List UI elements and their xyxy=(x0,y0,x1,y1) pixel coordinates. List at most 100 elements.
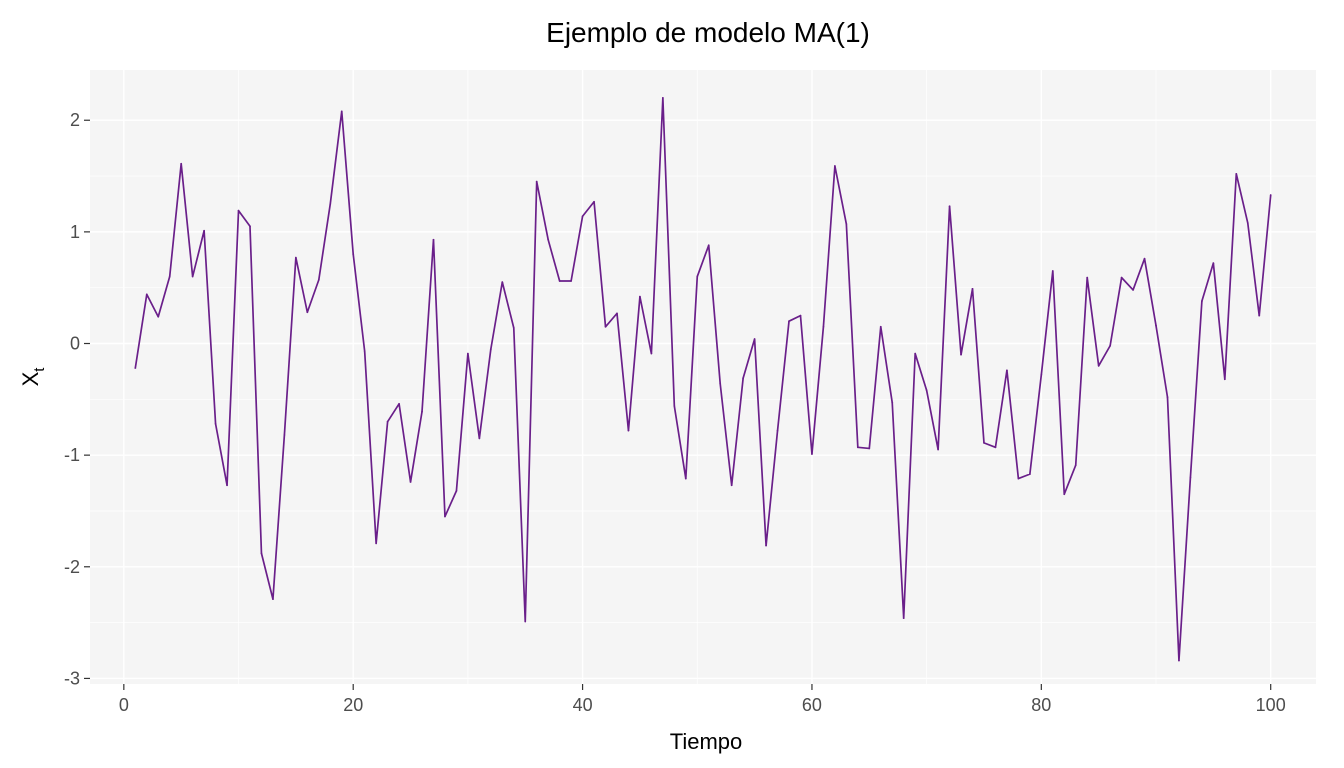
data-point xyxy=(593,200,595,203)
data-point xyxy=(1074,464,1077,467)
data-point xyxy=(1109,344,1111,347)
data-point xyxy=(1269,194,1272,196)
y-tick-label: 2 xyxy=(70,110,80,130)
data-point xyxy=(925,389,928,392)
data-point xyxy=(1120,276,1123,279)
data-point xyxy=(306,311,309,314)
data-point xyxy=(1051,270,1054,272)
data-point xyxy=(180,162,183,165)
data-point xyxy=(765,544,767,547)
data-point xyxy=(249,225,251,228)
data-point xyxy=(1258,314,1261,317)
data-point xyxy=(891,401,894,404)
data-point xyxy=(1040,373,1043,376)
data-point xyxy=(914,352,917,355)
data-point xyxy=(260,552,263,555)
data-point xyxy=(627,429,630,432)
data-point xyxy=(604,325,607,328)
data-point xyxy=(799,314,802,317)
data-point xyxy=(1189,476,1192,479)
data-point xyxy=(1223,378,1226,381)
data-point xyxy=(512,327,515,329)
data-point xyxy=(455,490,458,492)
x-tick-label: 0 xyxy=(119,695,129,715)
x-tick-label: 40 xyxy=(573,695,593,715)
data-point xyxy=(1097,364,1100,367)
data-point xyxy=(547,238,550,241)
data-point xyxy=(524,620,527,623)
data-point xyxy=(960,353,962,356)
data-point xyxy=(145,293,148,296)
y-tick-label: -2 xyxy=(64,557,80,577)
y-axis-title: Xt xyxy=(18,367,48,387)
data-point xyxy=(662,97,664,99)
data-point xyxy=(329,203,332,205)
data-point xyxy=(295,256,297,259)
y-tick-label: 1 xyxy=(70,222,80,242)
y-axis-title-subscript: t xyxy=(31,367,48,372)
data-point xyxy=(168,275,171,278)
data-point xyxy=(1017,477,1020,480)
data-point xyxy=(788,320,790,323)
data-point xyxy=(902,617,905,619)
data-point xyxy=(444,515,446,518)
data-point xyxy=(639,295,641,298)
data-point xyxy=(742,377,744,379)
data-point xyxy=(363,350,366,353)
data-point xyxy=(822,325,825,328)
data-point xyxy=(730,484,733,487)
data-point xyxy=(409,481,412,483)
data-point xyxy=(489,348,492,350)
data-point xyxy=(845,223,848,225)
plot-panel xyxy=(90,70,1316,684)
data-point xyxy=(1201,300,1203,302)
chart-title: Ejemplo de modelo MA(1) xyxy=(546,17,870,48)
series-line xyxy=(134,97,1272,662)
x-tick-label: 20 xyxy=(343,695,363,715)
data-point xyxy=(157,315,160,318)
data-point xyxy=(971,287,974,290)
data-point xyxy=(375,542,377,545)
x-tick-label: 100 xyxy=(1256,695,1286,715)
data-point xyxy=(467,352,469,355)
data-point xyxy=(753,338,756,340)
data-point xyxy=(673,405,676,407)
data-point xyxy=(317,279,320,281)
data-point xyxy=(535,180,538,183)
data-point xyxy=(1235,172,1238,175)
data-point xyxy=(558,280,561,282)
data-point xyxy=(1132,289,1134,291)
y-tick-label: -3 xyxy=(64,668,80,688)
data-point xyxy=(776,429,779,432)
y-axis: -3 -2 -1 0 1 2 xyxy=(64,110,90,688)
x-axis: 0 20 40 60 80 100 xyxy=(119,684,1286,715)
data-point xyxy=(581,215,584,218)
data-point xyxy=(226,484,228,487)
data-point xyxy=(1178,659,1180,662)
data-point xyxy=(237,209,240,212)
data-point xyxy=(1006,369,1008,372)
data-point xyxy=(834,165,836,167)
data-point xyxy=(398,402,400,405)
x-tick-label: 60 xyxy=(802,695,822,715)
data-point xyxy=(1212,262,1215,264)
data-point xyxy=(1029,473,1031,475)
data-point xyxy=(856,446,859,449)
data-point xyxy=(937,448,939,451)
data-point xyxy=(570,280,572,282)
data-point xyxy=(272,598,274,601)
data-point xyxy=(684,477,687,480)
data-point xyxy=(478,437,481,440)
data-point xyxy=(134,367,137,369)
data-point xyxy=(386,420,389,423)
y-axis-title-main: X xyxy=(18,371,43,386)
data-point xyxy=(1143,257,1146,260)
data-point xyxy=(616,312,618,315)
series-layer xyxy=(134,97,1272,662)
data-point xyxy=(432,238,435,241)
data-point xyxy=(994,446,997,449)
data-point xyxy=(421,410,423,413)
data-point xyxy=(696,275,699,278)
data-point xyxy=(707,244,710,247)
